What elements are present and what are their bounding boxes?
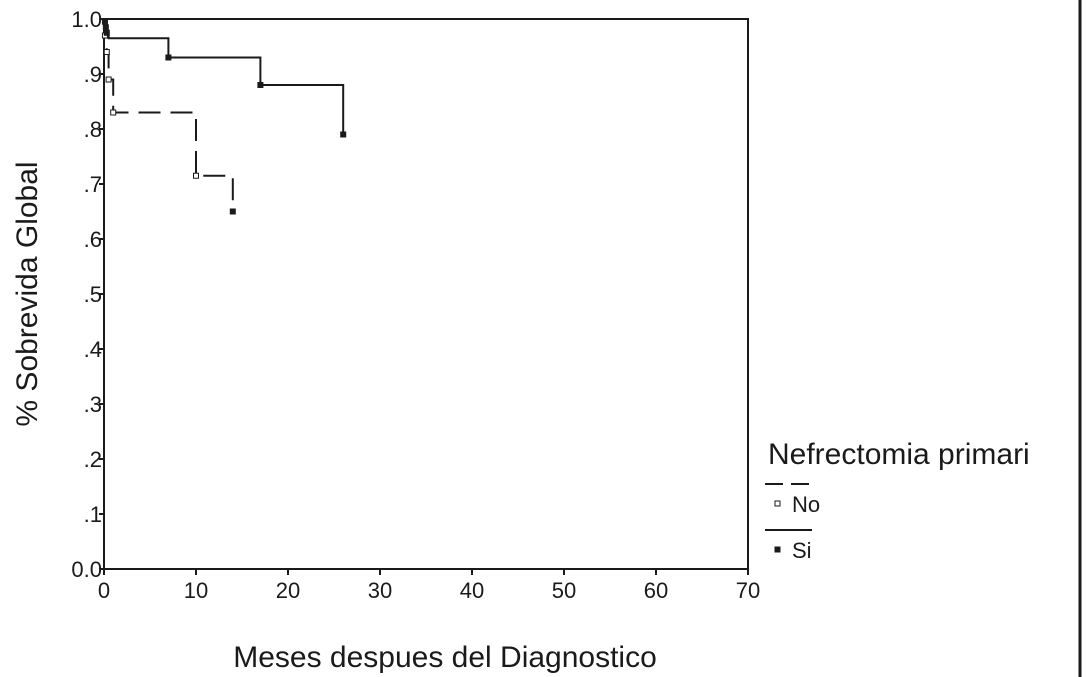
series-si-censor-mark (165, 54, 172, 61)
series-no-censor-mark (103, 49, 110, 55)
series-layer (101, 18, 347, 215)
series-si-censor-mark (103, 29, 110, 36)
x-axis-title: Meses despues del Diagnostico (233, 641, 657, 674)
y-tick-label: 1.0 (71, 7, 102, 32)
legend-si-marker-swatch (774, 546, 781, 553)
series-si-censor-mark (101, 18, 108, 25)
series-si-censor-mark (102, 24, 109, 31)
y-axis-title: % Sobrevida Global (11, 161, 44, 426)
series-no-censor-mark (110, 109, 117, 116)
x-tick-label: 70 (736, 578, 760, 603)
series-no-censor-mark (105, 76, 112, 83)
series-si-censor-mark (257, 82, 264, 88)
legend-no-label: No (792, 492, 820, 517)
x-axis-ticks: 0 10 20 30 40 50 60 70 (98, 569, 760, 603)
series-si-line (103, 18, 345, 135)
y-tick-label: .4 (84, 337, 102, 362)
y-tick-label: .8 (84, 117, 102, 142)
legend-no-marker-swatch (774, 500, 781, 507)
plot-frame (103, 18, 749, 570)
legend-title: Nefrectomia primari (768, 438, 1030, 471)
legend: No Si (765, 483, 820, 563)
x-tick-label: 30 (368, 578, 392, 603)
y-tick-label: .7 (84, 172, 102, 197)
y-tick-label: .2 (84, 447, 102, 472)
y-tick-label: .9 (84, 62, 102, 87)
y-tick-label: .5 (84, 282, 102, 307)
legend-si-label: Si (792, 538, 812, 563)
y-tick-label: .3 (84, 392, 102, 417)
y-axis-ticks: 0.0 .1 .2 .3 .4 .5 .6 .7 .8 .9 1.0 (71, 7, 104, 582)
series-no-line (104, 18, 234, 212)
x-tick-label: 10 (184, 578, 208, 603)
y-tick-label: 0.0 (71, 557, 102, 582)
x-tick-label: 0 (98, 578, 110, 603)
x-tick-label: 50 (552, 578, 576, 603)
y-tick-label: .6 (84, 227, 102, 252)
y-tick-label: .1 (84, 502, 102, 527)
x-tick-label: 40 (460, 578, 484, 603)
x-tick-label: 20 (276, 578, 300, 603)
series-si-censor-mark (340, 131, 347, 138)
series-no-censor-mark (193, 172, 199, 179)
x-tick-label: 60 (644, 578, 668, 603)
series-no-censor-mark (229, 208, 236, 215)
